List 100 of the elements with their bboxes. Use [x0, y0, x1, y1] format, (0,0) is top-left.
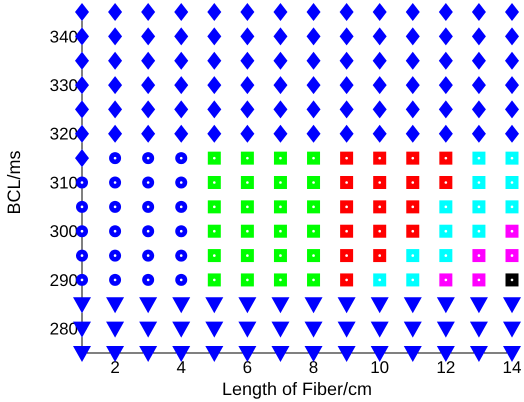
point [73, 297, 91, 314]
point [240, 152, 254, 165]
point [205, 346, 224, 362]
x-tick-label: 8 [308, 358, 318, 377]
point [106, 297, 124, 314]
point [109, 152, 122, 164]
point [240, 273, 254, 286]
point [370, 322, 389, 338]
point [373, 273, 386, 286]
point [373, 152, 386, 165]
point [172, 346, 190, 362]
point [238, 322, 256, 338]
point [472, 273, 486, 286]
point [73, 346, 91, 362]
point [175, 274, 188, 286]
y-axis-title: BCL/ms [4, 150, 24, 215]
point [205, 322, 224, 338]
point [271, 322, 290, 338]
x-tick-label: 10 [370, 358, 390, 377]
point [373, 200, 386, 214]
point [373, 176, 386, 189]
x-tick-label: 4 [176, 358, 186, 377]
point [472, 224, 486, 238]
point [340, 200, 354, 214]
point [404, 322, 422, 338]
point [76, 250, 88, 262]
point [172, 322, 190, 338]
x-tick-label: 12 [436, 358, 456, 377]
point [109, 225, 122, 238]
point [436, 346, 455, 362]
point [506, 200, 518, 214]
point [307, 224, 320, 238]
point [240, 176, 254, 189]
point [370, 297, 389, 314]
point [175, 250, 188, 262]
point [338, 346, 356, 362]
point [109, 250, 122, 262]
point [439, 152, 452, 165]
point [307, 249, 320, 262]
point [406, 249, 420, 262]
point [175, 200, 188, 213]
point [338, 297, 356, 314]
point [506, 152, 518, 165]
point [142, 176, 154, 188]
y-tick-label: 310 [50, 173, 78, 192]
point [470, 297, 488, 314]
point [506, 176, 518, 189]
point [404, 346, 422, 362]
point [208, 249, 221, 262]
point [271, 297, 290, 314]
point [109, 200, 122, 213]
point [274, 176, 287, 189]
point [274, 273, 287, 286]
point [142, 250, 154, 262]
point [472, 249, 486, 262]
point [472, 152, 486, 165]
point [208, 224, 221, 238]
point [238, 297, 256, 314]
point [503, 297, 521, 314]
point [340, 273, 354, 286]
point [340, 249, 354, 262]
point [506, 224, 518, 238]
point [506, 273, 518, 286]
point [109, 176, 122, 188]
point [76, 225, 88, 238]
x-tick-label: 14 [502, 358, 522, 377]
point [373, 224, 386, 238]
y-tick-label: 320 [50, 124, 78, 144]
point [406, 273, 420, 286]
y-tick-label: 330 [50, 76, 78, 96]
point [304, 322, 323, 338]
point [340, 176, 354, 189]
point [439, 176, 452, 189]
point [142, 200, 154, 213]
point [208, 152, 221, 165]
point [274, 249, 287, 262]
point [439, 249, 452, 262]
point [142, 274, 154, 286]
point [76, 274, 88, 286]
point [139, 322, 158, 338]
x-axis-title: Length of Fiber/cm [222, 379, 372, 399]
point [175, 225, 188, 238]
point [172, 297, 190, 314]
point [439, 273, 452, 286]
point [271, 346, 290, 362]
point [307, 152, 320, 165]
point [142, 225, 154, 238]
point [373, 249, 386, 262]
point [240, 224, 254, 238]
point [436, 297, 455, 314]
point [240, 249, 254, 262]
point [304, 297, 323, 314]
point [470, 322, 488, 338]
y-tick-label: 340 [50, 27, 78, 46]
point [274, 224, 287, 238]
point [406, 152, 420, 165]
point [109, 274, 122, 286]
point [139, 297, 158, 314]
point [439, 200, 452, 214]
point [307, 200, 320, 214]
